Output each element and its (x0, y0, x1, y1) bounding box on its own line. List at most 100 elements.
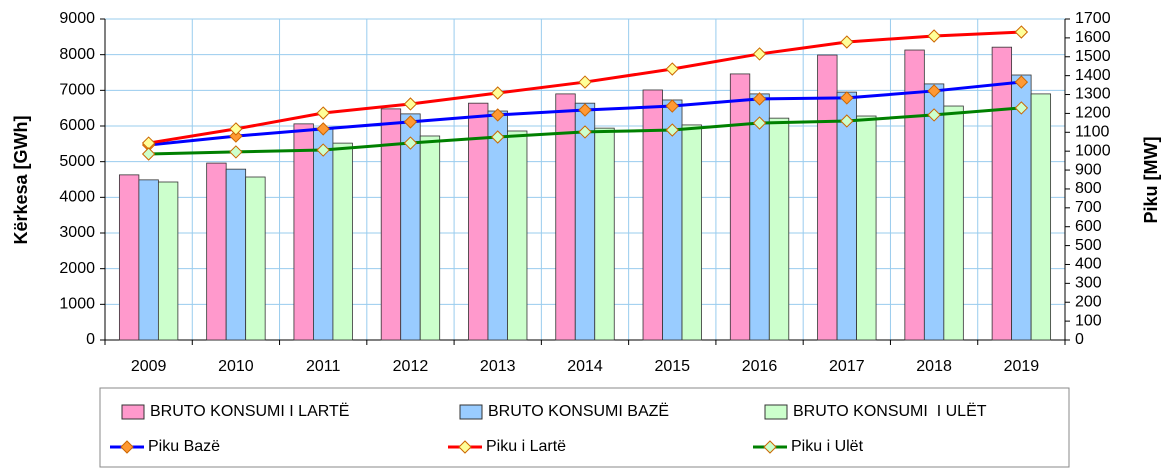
y2-tick-label: 1500 (1075, 48, 1111, 65)
y-tick-label: 1000 (59, 296, 95, 313)
line-marker (1014, 25, 1029, 39)
x-tick-label: 2018 (916, 358, 952, 375)
line-marker (316, 143, 330, 157)
y2-tick-label: 500 (1075, 237, 1102, 254)
bar (332, 142, 353, 341)
line-marker (403, 115, 418, 129)
line-marker (840, 114, 854, 128)
y2-tick-label: 700 (1075, 199, 1102, 216)
x-tick-label: 2012 (393, 358, 429, 375)
line-marker (752, 116, 767, 130)
line-marker (578, 75, 592, 89)
bar (856, 115, 877, 341)
y-tick-label: 8000 (59, 46, 95, 63)
bar (642, 89, 663, 341)
y2-tick-label: 100 (1075, 312, 1102, 329)
line-marker (1014, 75, 1029, 89)
line-marker (491, 108, 505, 122)
y2-tick-label: 600 (1075, 218, 1102, 235)
bar (923, 83, 945, 341)
bar (836, 91, 857, 341)
line-marker (752, 92, 767, 106)
y2-axis-title: Piku [MW] (1141, 137, 1161, 224)
bar (245, 176, 266, 341)
legend-label: BRUTO KONSUMI BAZË (488, 402, 669, 420)
y2-tick-label: 800 (1075, 180, 1102, 197)
bar (594, 127, 615, 341)
bar (138, 179, 159, 341)
legend-label: Piku Bazë (148, 438, 220, 455)
line-marker (403, 97, 418, 111)
x-tick-label: 2011 (306, 358, 341, 375)
legend-swatch (121, 404, 145, 420)
y-axis-title: Kërkesa [GWh] (11, 115, 31, 244)
line-marker (229, 145, 243, 159)
legend-box (99, 387, 1070, 468)
bar (729, 73, 751, 341)
y-tick-label: 5000 (59, 153, 95, 170)
line-marker (141, 147, 156, 161)
legend-label: Piku i Lartë (486, 438, 566, 455)
bar (118, 174, 140, 341)
legend-swatch (764, 404, 788, 420)
line-marker (752, 47, 767, 61)
line-marker (840, 35, 854, 49)
y2-tick-label: 1200 (1075, 105, 1111, 122)
y2-tick-label: 1400 (1075, 67, 1111, 84)
y-tick-label: 4000 (59, 189, 95, 206)
line-marker (403, 136, 418, 150)
bar (507, 130, 528, 341)
y2-tick-label: 900 (1075, 161, 1102, 178)
line-marker (665, 123, 679, 137)
x-tick-label: 2019 (1004, 358, 1040, 375)
legend-label: BRUTO KONSUMI I LARTË (150, 402, 349, 420)
bar (313, 127, 334, 341)
y2-tick-label: 300 (1075, 275, 1102, 292)
line-marker (491, 86, 505, 100)
y2-tick-label: 200 (1075, 293, 1102, 310)
line-marker (840, 91, 854, 105)
y2-tick-label: 1700 (1075, 10, 1111, 27)
x-tick-label: 2014 (567, 358, 603, 375)
x-tick-label: 2016 (742, 358, 778, 375)
x-tick-label: 2015 (654, 358, 690, 375)
legend-marker (763, 440, 777, 454)
y2-tick-label: 1000 (1075, 142, 1111, 159)
y-tick-label: 9000 (59, 10, 95, 27)
x-tick-label: 2010 (218, 358, 254, 375)
y-tick-label: 7000 (59, 82, 95, 99)
bar (1011, 74, 1032, 341)
y-tick-label: 3000 (59, 224, 95, 241)
y2-tick-label: 1600 (1075, 29, 1111, 46)
line-marker (665, 99, 679, 113)
line-marker (578, 125, 592, 139)
bar (1030, 93, 1052, 341)
y-tick-label: 2000 (59, 260, 95, 277)
line-marker (927, 29, 941, 43)
line-marker (665, 62, 679, 76)
line-marker (927, 84, 941, 98)
bar (487, 110, 508, 341)
bar (293, 123, 314, 341)
bar (768, 117, 790, 341)
x-tick-label: 2009 (131, 358, 167, 375)
line-marker (491, 130, 505, 144)
line-marker (578, 103, 592, 117)
y-tick-label: 0 (86, 331, 95, 348)
bar (206, 162, 227, 341)
line-marker (927, 108, 941, 122)
line-marker (229, 122, 243, 136)
legend-marker (120, 440, 134, 454)
line-marker (316, 106, 330, 120)
y2-tick-label: 0 (1075, 331, 1084, 348)
x-tick-label: 2013 (480, 358, 516, 375)
bar (749, 93, 770, 341)
y2-tick-label: 1300 (1075, 86, 1111, 103)
bar (419, 135, 441, 341)
legend-swatch (459, 404, 483, 420)
line-marker (229, 129, 243, 143)
bar (157, 181, 179, 341)
bar (681, 124, 702, 341)
bar (225, 168, 247, 341)
